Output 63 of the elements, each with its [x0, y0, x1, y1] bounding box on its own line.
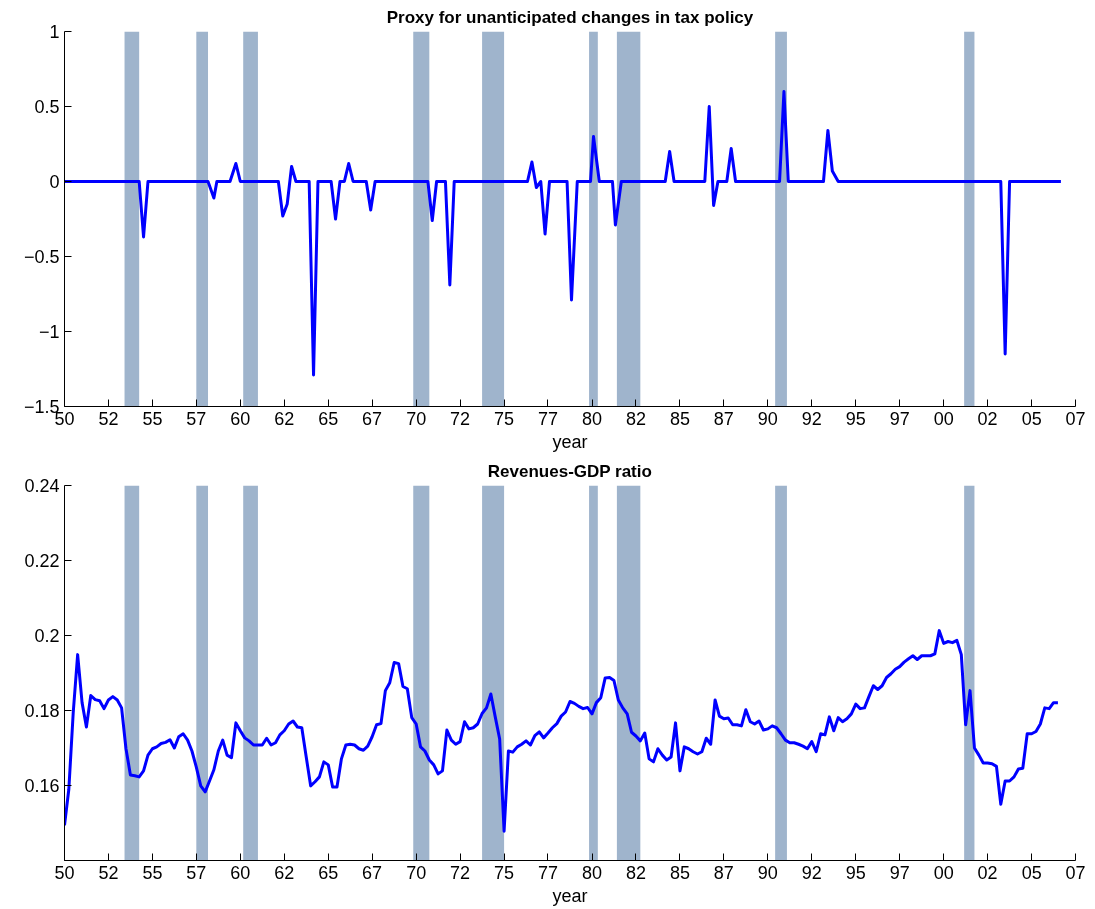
x-tick-label: 05 [1021, 408, 1042, 429]
x-tick-label: 67 [362, 408, 383, 429]
x-tick-label: 75 [494, 408, 515, 429]
x-tick-label: 82 [625, 862, 646, 883]
x-tick-label: 50 [54, 862, 75, 883]
x-tick-label: 92 [801, 862, 822, 883]
x-tick-label: 72 [450, 862, 471, 883]
x-tick-label: 52 [98, 862, 119, 883]
x-tick-label: 95 [845, 862, 866, 883]
x-tick-label: 00 [933, 408, 954, 429]
x-tick-label: 60 [230, 862, 251, 883]
x-tick-label: 55 [142, 862, 163, 883]
y-tick-label: 0.18 [24, 701, 60, 721]
x-axis-title: year [552, 431, 588, 452]
x-tick-label: 62 [274, 408, 295, 429]
x-tick-label: 70 [406, 862, 427, 883]
x-tick-label: 52 [98, 408, 119, 429]
x-tick-label: 85 [669, 862, 690, 883]
x-tick-label: 65 [318, 408, 339, 429]
x-tick-label: 97 [889, 862, 910, 883]
x-tick-label: 82 [625, 408, 646, 429]
x-tick-label: 80 [581, 408, 603, 429]
x-tick-label: 77 [537, 862, 559, 883]
x-tick-label: 87 [713, 862, 734, 883]
x-tick-label: 57 [186, 408, 207, 429]
x-tick-label: 05 [1021, 862, 1042, 883]
x-tick-label: 90 [757, 408, 778, 429]
line-series [64, 90, 1063, 377]
x-tick-label: 87 [713, 408, 734, 429]
x-tick-label: 75 [494, 862, 515, 883]
x-tick-label: 02 [977, 862, 998, 883]
x-tick-label: 07 [1065, 862, 1086, 883]
y-tick-label: −1 [38, 322, 60, 342]
x-tick-label: 90 [757, 862, 778, 883]
x-tick-label: 57 [186, 862, 207, 883]
x-tick-label: 62 [274, 862, 295, 883]
x-tick-label: 60 [230, 408, 251, 429]
y-tick-label: 0.24 [24, 476, 60, 496]
x-tick-label: 97 [889, 408, 910, 429]
x-tick-label: 95 [845, 408, 866, 429]
y-tick-label: 0.2 [34, 626, 60, 646]
x-tick-label: 02 [977, 408, 998, 429]
y-tick-label: 0.22 [24, 551, 60, 571]
y-tick-label: 0 [49, 172, 60, 192]
x-tick-label: 72 [450, 408, 471, 429]
y-tick-label: 1 [49, 22, 60, 42]
x-tick-label: 77 [537, 408, 559, 429]
x-tick-label: 00 [933, 862, 954, 883]
x-tick-label: 65 [318, 862, 339, 883]
chart-title: Revenues-GDP ratio [487, 461, 652, 481]
y-tick-label: 0.5 [34, 97, 60, 117]
x-tick-label: 07 [1065, 408, 1086, 429]
x-tick-label: 92 [801, 408, 822, 429]
y-tick-label: 0.16 [24, 776, 60, 796]
x-tick-label: 67 [362, 862, 383, 883]
chart-title: Proxy for unanticipated changes in tax policy [386, 7, 754, 27]
x-tick-label: 55 [142, 408, 163, 429]
x-tick-label: 80 [581, 862, 603, 883]
y-tick-label: −0.5 [23, 247, 60, 267]
x-tick-label: 85 [669, 408, 690, 429]
x-tick-label: 70 [406, 408, 427, 429]
x-axis-title: year [552, 885, 588, 906]
line-series [64, 629, 1060, 833]
